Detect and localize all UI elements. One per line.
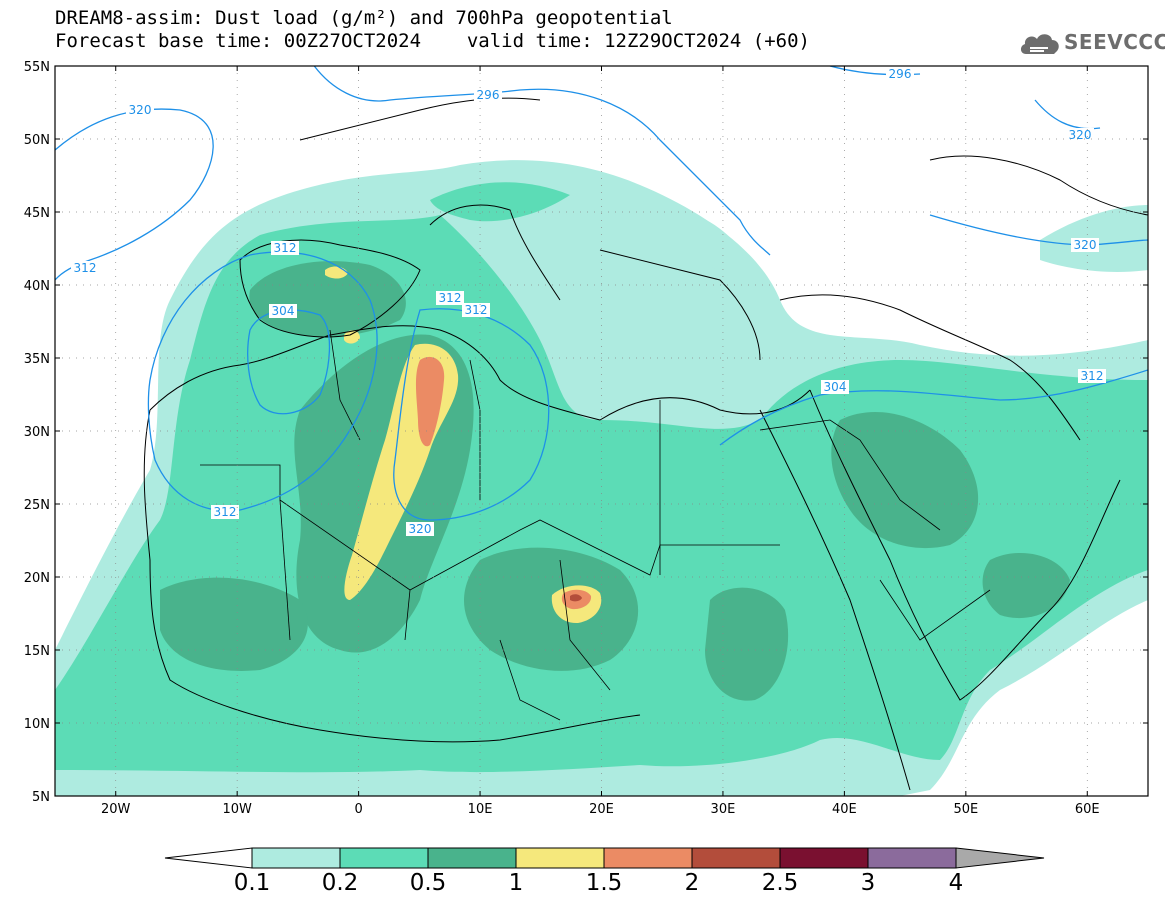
contour-label-bg	[1066, 128, 1094, 142]
axis-labels: 55N 50N 45N 40N 35N 30N 25N 20N 15N 10N 5N 20W 10W 0 1…	[24, 60, 1148, 817]
colorbar-tick-labels: 0.1 0.2 0.5 1 1.5 2 2.5 3 4	[0, 870, 1165, 900]
dust-level-0.5-chad	[463, 547, 639, 671]
colorbar-tick-label: 0.1	[233, 870, 271, 896]
contour-label: 320	[1074, 238, 1097, 252]
contour-label: 312	[465, 303, 488, 317]
lon-label: 10W	[222, 802, 252, 817]
colorbar-tick-label: 1	[508, 870, 524, 896]
colorbar-tick-label: 0.2	[321, 870, 359, 896]
lon-label: 50E	[953, 802, 978, 817]
lat-label: 40N	[24, 279, 50, 294]
country-borders	[200, 329, 991, 721]
lat-label: 35N	[24, 352, 50, 367]
lon-label: 20E	[589, 802, 614, 817]
lon-label: 10E	[468, 802, 493, 817]
dust-level-1.5-algeria	[415, 356, 445, 447]
seevccc-logo: SEEVCCC	[1018, 28, 1165, 58]
colorbar-segment	[691, 847, 781, 869]
contour-label-bg	[406, 522, 434, 536]
dust-level-2-chad	[570, 594, 582, 602]
coastlines	[143, 97, 1148, 791]
contour-312-arabia	[719, 369, 1148, 446]
lon-label: 30E	[711, 802, 736, 817]
contour-label: 312	[274, 241, 297, 255]
contour-label: 320	[129, 103, 152, 117]
dust-level-0.5-oman	[982, 552, 1070, 619]
map-title: DREAM8-assim: Dust load (g/m²) and 700hP…	[55, 7, 673, 29]
valid-time-label: valid time: 12Z29OCT2024 (+60)	[466, 30, 810, 52]
colorbar-tick-label: 2.5	[761, 870, 799, 896]
dust-level-0.2-europe	[430, 182, 570, 222]
dust-level-1-morocco	[344, 330, 360, 344]
contour-label-bg	[474, 88, 502, 102]
contour-label: 312	[1081, 369, 1104, 383]
contour-label-bg	[821, 380, 849, 394]
contour-label: 320	[1069, 128, 1092, 142]
contour-label-bg	[211, 505, 239, 519]
colorbar-segment	[515, 847, 605, 869]
lat-label: 50N	[24, 133, 50, 148]
contour-312-europe	[313, 66, 771, 256]
lat-label: 20N	[24, 571, 50, 586]
dust-level-0.5-arabia	[831, 411, 979, 549]
lat-label: 30N	[24, 425, 50, 440]
cloud-icon	[1020, 34, 1059, 54]
contour-label-bg	[436, 291, 464, 305]
colorbar-tick-label: 0.5	[409, 870, 447, 896]
lat-label: 10N	[24, 717, 50, 732]
lon-label: 0	[354, 802, 362, 817]
colorbar-tick-label: 4	[948, 870, 964, 896]
lon-label: 60E	[1075, 802, 1100, 817]
dust-level-0.5-west-africa	[160, 577, 308, 671]
contour-label: 312	[214, 505, 237, 519]
contour-label: 312	[74, 261, 97, 275]
contour-label-bg	[269, 304, 297, 318]
contour-label-bg	[462, 303, 490, 317]
dust-level-0.1-balkans	[520, 188, 746, 275]
colorbar-segment	[779, 847, 869, 869]
lat-label: 55N	[24, 60, 50, 75]
colorbar-segment	[427, 847, 517, 869]
colorbar-segment	[251, 847, 341, 869]
contour-label: 304	[824, 380, 847, 394]
contour-label: 320	[409, 522, 432, 536]
contour-label-bg	[1071, 238, 1099, 252]
contour-label-bg	[1078, 369, 1106, 383]
lat-label: 45N	[24, 206, 50, 221]
lon-label: 20W	[101, 802, 131, 817]
contour-320-ridge	[393, 308, 550, 521]
colorbar-segment	[867, 847, 957, 869]
contour-label: 296	[477, 88, 500, 102]
colorbar-under-arrow	[164, 847, 253, 869]
contour-label-bg	[71, 261, 99, 275]
contour-312-low	[147, 251, 378, 512]
contour-label-bg	[271, 241, 299, 255]
dust-level-0.5-sudan	[705, 587, 789, 701]
colorbar-tick-label: 3	[860, 870, 876, 896]
contour-label-bg	[126, 103, 154, 117]
graticule	[55, 66, 1148, 796]
colorbar-segment	[339, 847, 429, 869]
colorbar-segment	[603, 847, 693, 869]
contour-label: 312	[439, 291, 462, 305]
colorbar	[164, 847, 1045, 869]
lon-label: 40E	[832, 802, 857, 817]
colorbar-over-arrow	[955, 847, 1045, 869]
colorbar-tick-label: 2	[684, 870, 700, 896]
lat-label: 5N	[32, 790, 50, 805]
contour-labels: 3203122962963203123043203123123043123203…	[71, 67, 1106, 536]
colorbar-tick-label: 1.5	[585, 870, 623, 896]
base-time-label: Forecast base time: 00Z27OCT2024	[55, 30, 422, 52]
contour-label-bg	[886, 67, 914, 81]
contour-label: 304	[272, 304, 295, 318]
lat-label: 15N	[24, 644, 50, 659]
forecast-times: Forecast base time: 00Z27OCT2024 valid t…	[55, 31, 810, 51]
logo-text: SEEVCCC	[1064, 30, 1165, 54]
contour-label: 296	[889, 67, 912, 81]
lat-label: 25N	[24, 498, 50, 513]
